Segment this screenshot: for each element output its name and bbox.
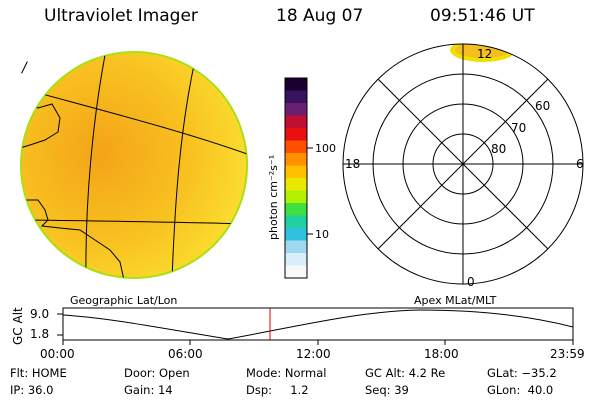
disk-fill (22, 53, 246, 277)
alt-xtick-label: 00:00 (40, 347, 75, 361)
geo-grid (21, 54, 247, 278)
alt-xtick-label: 12:00 (296, 347, 331, 361)
lat-line (21, 87, 247, 156)
colorbar (285, 78, 307, 279)
apex-panel-label: Apex MLat/MLT (414, 294, 497, 307)
colorbar-segment (285, 90, 307, 104)
colorbar-segment (285, 103, 307, 116)
mlt-label-12: 12 (477, 47, 492, 61)
alt-xtick-label: 18:00 (424, 347, 459, 361)
mlt-label-6: 6 (576, 157, 584, 171)
lon-line (85, 54, 106, 278)
colorbar-tick-label: 100 (315, 142, 336, 155)
image-disk (20, 51, 248, 279)
colorbar-unit-label: photon cm⁻²s⁻¹ (267, 155, 280, 240)
colorbar-segment (285, 215, 307, 229)
colorbar-frame (284, 77, 308, 279)
mode-status: Mode: Normal (246, 366, 327, 380)
glon-status: GLon: 40.0 (487, 383, 554, 397)
filter-status: Flt: HOME (10, 366, 67, 380)
colorbar-segment (285, 228, 307, 241)
colorbar-segment (285, 115, 307, 129)
alt-xtick-label: 23:59 (550, 347, 585, 361)
altitude-plot (57, 307, 574, 345)
colorbar-segment (285, 240, 307, 254)
mlt-label-18: 18 (345, 157, 360, 171)
date-label: 18 Aug 07 (276, 6, 364, 26)
geo-panel-label: Geographic Lat/Lon (70, 294, 177, 307)
polar-plot (342, 43, 584, 285)
lat-label-70: 70 (511, 121, 526, 135)
colorbar-segment (285, 140, 307, 154)
colorbar-segment (285, 265, 307, 279)
glat-status: GLat: −35.2 (487, 366, 557, 380)
coastline (21, 99, 61, 149)
altitude-curve (62, 309, 574, 340)
colorbar-tick-label: 10 (315, 228, 329, 241)
alt-ytick-label: 1.8 (30, 327, 49, 341)
colorbar-segment (285, 203, 307, 216)
alt-ytick-label: 9.0 (30, 307, 49, 321)
colorbar-segment (285, 253, 307, 266)
colorbar-segment (285, 153, 307, 166)
seq-status: Seq: 39 (365, 383, 409, 397)
coastline (22, 199, 125, 278)
gc-alt-status: GC Alt: 4.2 Re (365, 366, 446, 380)
colorbar-segment (285, 178, 307, 191)
colorbar-segment (285, 190, 307, 204)
colorbar-segment (285, 165, 307, 179)
door-status: Door: Open (124, 366, 190, 380)
alt-xtick-label: 06:00 (168, 347, 203, 361)
lon-line (171, 59, 196, 278)
corner-mark: / (20, 60, 28, 76)
lat-label-80: 80 (491, 142, 506, 156)
colorbar-segment (285, 78, 307, 91)
lat-line (24, 219, 247, 225)
colorbar-segment (285, 128, 307, 141)
gain-status: Gain: 14 (124, 383, 173, 397)
time-label: 09:51:46 UT (430, 6, 535, 26)
app-title: Ultraviolet Imager (44, 6, 198, 26)
dsp-status: Dsp: 1.2 (246, 383, 309, 397)
alt-ylabel: GC Alt (11, 307, 25, 345)
mlt-label-0: 0 (467, 275, 475, 289)
lat-label-60: 60 (535, 99, 550, 113)
polar-diagonal (377, 78, 549, 250)
ip-status: IP: 36.0 (10, 383, 54, 397)
